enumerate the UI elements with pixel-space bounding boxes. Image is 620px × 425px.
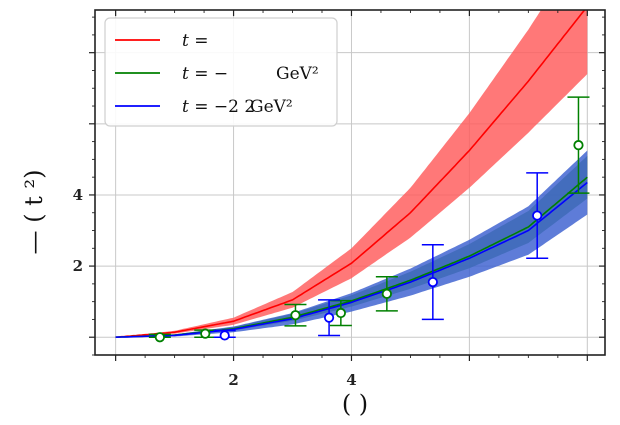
- plot-frame: [94, 9, 606, 356]
- series-2-point: [427, 276, 438, 288]
- series-0-band: [115, 10, 588, 338]
- x-tick-label: 4: [346, 371, 356, 389]
- data-points: [148, 96, 590, 343]
- legend-box: [104, 17, 338, 127]
- y-tick-label: 4: [73, 186, 83, 204]
- legend-rel: = −2 2: [189, 97, 255, 117]
- x-tick-label: 2: [228, 371, 238, 389]
- series-1-point: [200, 328, 211, 339]
- y-axis-label: — ( t ²): [20, 170, 48, 255]
- legend-label-1: t = −: [182, 64, 228, 84]
- legend-unit-2: GeV²: [250, 97, 293, 117]
- legend-unit-1: GeV²: [276, 64, 319, 84]
- x-axis-label: ( ): [342, 390, 368, 418]
- series-2-point: [532, 210, 543, 221]
- legend-var: t: [182, 64, 189, 84]
- series-1-point: [381, 288, 392, 299]
- y-tick-label: 2: [73, 257, 83, 275]
- series-1-point: [290, 310, 301, 321]
- axis-labels: ( ) — ( t ²): [20, 170, 368, 418]
- series-1-point: [154, 332, 165, 343]
- series-2-point: [323, 312, 335, 323]
- series-1-point: [335, 307, 346, 319]
- legend-var: t: [182, 97, 189, 117]
- legend-label-0: t =: [182, 31, 209, 51]
- series-2-curve: [115, 181, 588, 338]
- legend-rel: =: [189, 31, 209, 51]
- series-1-point: [573, 140, 584, 151]
- legend-rel: = −: [189, 64, 228, 84]
- legend-var: t: [182, 31, 189, 51]
- axis-ticks: 2 4 2 4: [73, 10, 605, 389]
- series-0-curve: [115, 10, 586, 338]
- legend-label-2: t = −2 2: [182, 97, 255, 117]
- series-2-point: [219, 330, 230, 341]
